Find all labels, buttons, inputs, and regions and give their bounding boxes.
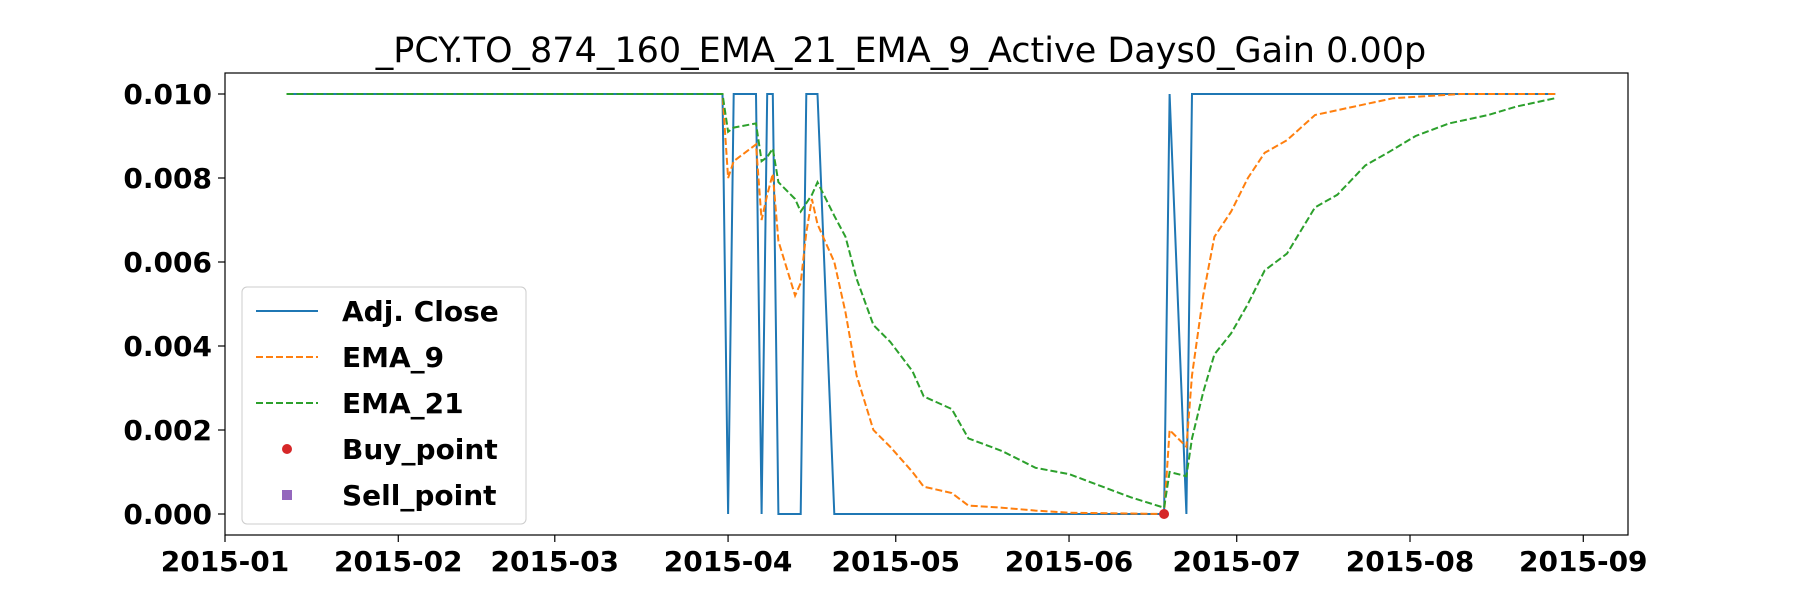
legend-label: Buy_point	[342, 433, 498, 466]
series-line-ema-21	[286, 93, 1556, 510]
x-tick-label: 2015-05	[831, 545, 960, 578]
series-line-adj-close	[286, 93, 1556, 515]
legend-label: Sell_point	[342, 479, 497, 512]
plot-lines	[286, 93, 1556, 519]
legend-item-adj-close: Adj. Close	[256, 295, 499, 328]
y-tick-label: 0.004	[123, 330, 212, 363]
plot-frame	[224, 72, 1629, 536]
x-tick-label: 2015-09	[1519, 545, 1648, 578]
x-axis: 2015-01 2015-02 2015-03 2015-04 2015-05 2015-…	[161, 535, 1648, 578]
marker-buy-point	[1159, 509, 1170, 519]
legend-item-ema-9: EMA_9	[256, 341, 444, 374]
y-tick-label: 0.010	[123, 78, 212, 111]
y-axis: 0.000 0.002 0.004 0.006 0.008 0.010	[123, 78, 225, 531]
y-tick-label: 0.008	[123, 162, 212, 195]
y-tick-label: 0.000	[123, 498, 212, 531]
legend-swatch	[282, 444, 292, 454]
legend-item-sell-point: Sell_point	[282, 479, 497, 512]
x-tick-label: 2015-02	[334, 545, 463, 578]
x-tick-label: 2015-01	[161, 545, 290, 578]
legend-item-buy-point: Buy_point	[282, 433, 498, 466]
x-tick-label: 2015-07	[1172, 545, 1301, 578]
legend-label: Adj. Close	[342, 295, 499, 328]
x-tick-label: 2015-03	[491, 545, 620, 578]
legend-label: EMA_9	[342, 341, 444, 374]
x-tick-label: 2015-04	[664, 545, 793, 578]
legend-item-ema-21: EMA_21	[256, 387, 464, 420]
legend-label: EMA_21	[342, 387, 464, 420]
legend: Adj. Close EMA_9 EMA_21 Buy_point Sell_point	[241, 286, 527, 525]
x-tick-label: 2015-06	[1005, 545, 1134, 578]
x-tick-label: 2015-08	[1346, 545, 1475, 578]
chart-title: _PCY.TO_874_160_EMA_21_EMA_9_Active Days…	[375, 31, 1426, 71]
legend-swatch	[282, 490, 292, 500]
y-tick-label: 0.002	[123, 414, 212, 447]
series-line-ema-9	[286, 93, 1556, 516]
y-tick-label: 0.006	[123, 246, 212, 279]
legend-box	[241, 286, 527, 525]
